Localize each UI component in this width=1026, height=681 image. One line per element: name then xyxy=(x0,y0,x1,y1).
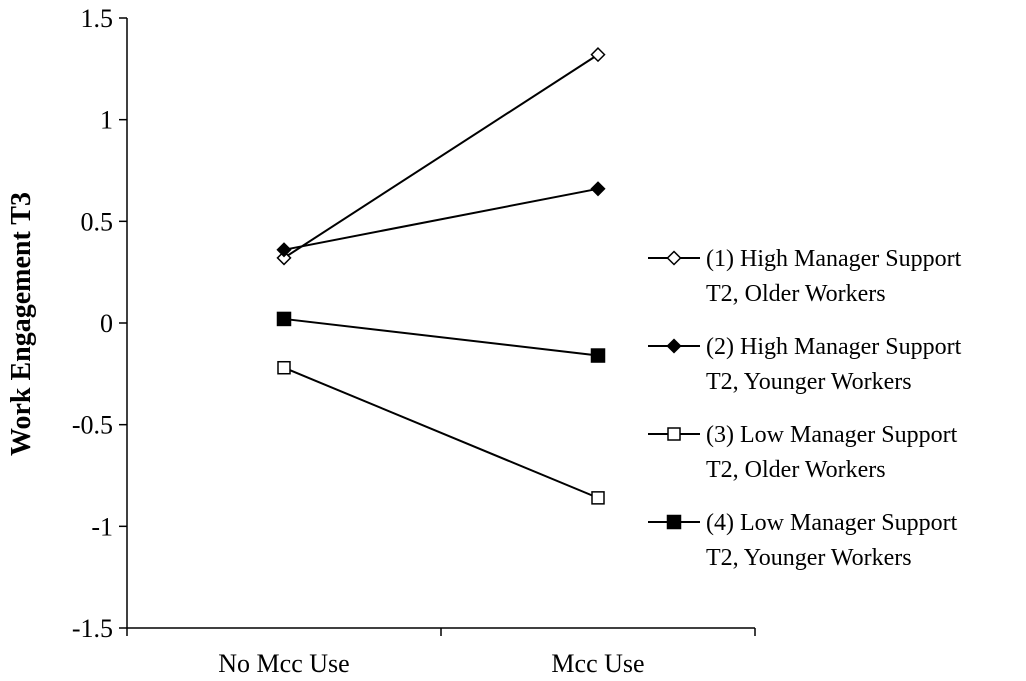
legend-marker xyxy=(666,514,682,530)
series-line xyxy=(283,187,599,251)
y-tick-label: 0.5 xyxy=(81,207,114,236)
legend: (1) High Manager Support T2, Older Worker… xyxy=(648,246,962,571)
data-point xyxy=(590,47,606,63)
series-3 xyxy=(277,360,605,505)
series-layer xyxy=(276,47,606,505)
legend-entry-4: (4) Low Manager Support T2, Younger Worke… xyxy=(648,510,958,571)
series-1 xyxy=(276,47,606,266)
axes: 1.5 1 0.5 0 -0.5 -1 -1.5 No Mcc Use Mcc Use xyxy=(72,4,756,678)
legend-label: (4) Low Manager Support xyxy=(706,510,958,536)
legend-label: (1) High Manager Support xyxy=(706,246,962,272)
y-tick-label: 1.5 xyxy=(81,4,114,33)
series-line xyxy=(283,366,599,499)
data-point xyxy=(590,348,606,363)
series-2 xyxy=(276,181,606,258)
legend-marker xyxy=(666,250,682,266)
x-tick-label: Mcc Use xyxy=(551,649,644,678)
series-line xyxy=(283,317,599,357)
y-tick-label: 0 xyxy=(100,309,113,338)
legend-label: (2) High Manager Support xyxy=(706,334,962,360)
legend-entry-2: (2) High Manager Support T2, Younger Work… xyxy=(648,334,962,395)
y-tick-label: -1 xyxy=(91,512,113,541)
x-tick-label: No Mcc Use xyxy=(218,649,349,678)
data-point xyxy=(276,250,292,266)
series-line xyxy=(283,53,599,259)
legend-label: T2, Older Workers xyxy=(706,457,886,483)
data-point xyxy=(591,491,605,505)
y-tick-label: 1 xyxy=(100,106,113,135)
legend-label: T2, Older Workers xyxy=(706,281,886,307)
legend-marker xyxy=(666,338,682,354)
legend-label: (3) Low Manager Support xyxy=(706,422,958,448)
legend-entry-3: (3) Low Manager Support T2, Older Workers xyxy=(648,422,958,483)
data-point xyxy=(276,311,292,327)
legend-entry-1: (1) High Manager Support T2, Older Worker… xyxy=(648,246,962,307)
series-4 xyxy=(276,311,606,363)
legend-marker xyxy=(667,427,681,441)
legend-label: T2, Younger Workers xyxy=(706,369,912,395)
y-axis-title: Work Engagement T3 xyxy=(6,192,37,456)
data-point xyxy=(276,242,292,258)
y-tick-label: -0.5 xyxy=(72,411,113,440)
y-tick-label: -1.5 xyxy=(72,614,113,643)
data-point xyxy=(590,181,606,197)
data-point xyxy=(277,360,291,375)
legend-label: T2, Younger Workers xyxy=(706,545,912,571)
